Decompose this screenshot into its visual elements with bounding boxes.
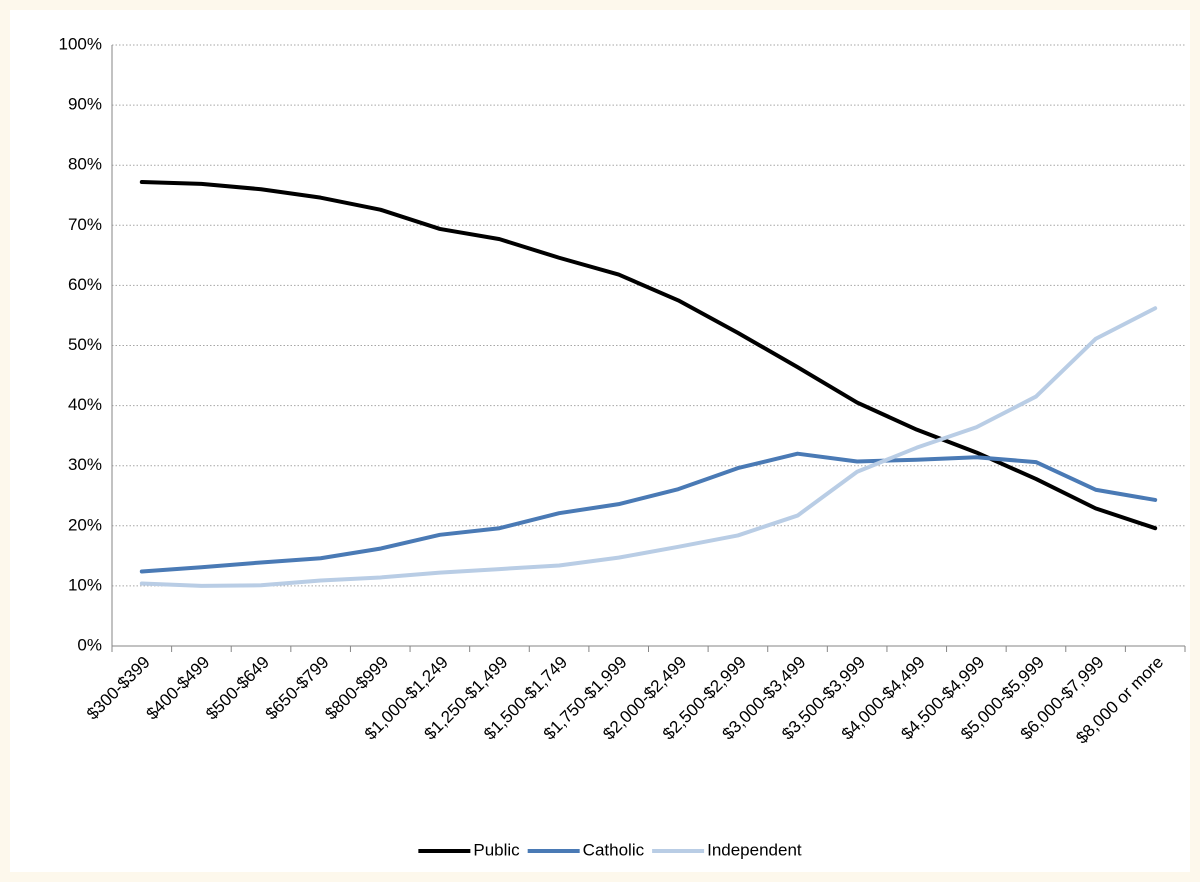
y-tick-label: 80% (68, 155, 102, 174)
x-tick-label: $300-$399 (83, 653, 154, 724)
chart-frame (10, 10, 1190, 872)
x-tick-label: $500-$649 (202, 653, 273, 724)
legend-label: Public (473, 840, 520, 859)
series-line (139, 306, 1158, 588)
x-tick-label: $650-$799 (262, 653, 333, 724)
y-tick-label: 70% (68, 215, 102, 234)
y-tick-label: 20% (68, 515, 102, 534)
legend-label: Independent (707, 840, 802, 859)
legend-label: Catholic (583, 840, 645, 859)
y-tick-label: 50% (68, 335, 102, 354)
series-line (139, 451, 1158, 574)
y-tick-label: 30% (68, 455, 102, 474)
series-line (139, 180, 1158, 531)
y-tick-label: 90% (68, 95, 102, 114)
y-tick-label: 10% (68, 575, 102, 594)
y-tick-label: 0% (77, 635, 102, 654)
x-tick-label: $400-$499 (142, 653, 213, 724)
y-tick-label: 60% (68, 275, 102, 294)
legend: Public Catholic Independent (418, 840, 802, 859)
y-tick-label: 100% (59, 34, 102, 53)
y-tick-label: 40% (68, 395, 102, 414)
